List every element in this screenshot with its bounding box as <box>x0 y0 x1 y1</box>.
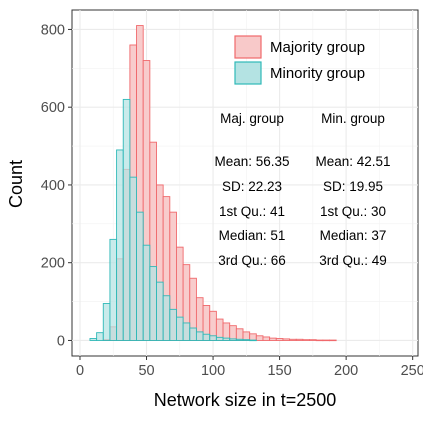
histogram-bar <box>269 337 277 341</box>
histogram-bar <box>235 338 244 341</box>
stats-mean-majority: Mean: 56.35 <box>214 154 289 169</box>
histogram-bar <box>149 266 157 341</box>
histogram-bar <box>242 339 251 341</box>
summary-stats-table: Maj. group Min. group Mean: 56.35 Mean: … <box>214 111 390 268</box>
stats-mean-minority: Mean: 42.51 <box>315 154 390 169</box>
legend: Majority group Minority group <box>234 35 365 85</box>
histogram-bar <box>255 335 264 341</box>
x-tick-label: 250 <box>401 363 423 379</box>
histogram-bar <box>229 338 237 341</box>
stats-sd-minority: SD: 19.95 <box>323 179 383 194</box>
stats-q1-majority: 1st Qu.: 41 <box>219 204 285 219</box>
histogram-bar <box>189 327 197 341</box>
histogram-bar <box>142 244 151 341</box>
histogram-bar <box>249 333 257 341</box>
histogram-bar <box>209 335 217 341</box>
histogram-bar <box>289 338 297 341</box>
histogram-bar <box>322 339 330 342</box>
histogram-bar <box>275 338 284 341</box>
histogram-bars <box>89 25 337 342</box>
histogram-bar <box>182 322 191 341</box>
x-tick-label: 200 <box>334 363 358 379</box>
histogram-bar <box>282 338 291 341</box>
x-axis-title: Network size in t=2500 <box>154 390 337 410</box>
histogram-bar <box>235 328 244 341</box>
histogram-bar <box>156 281 164 341</box>
y-tick-label: 0 <box>57 333 65 349</box>
histogram-bar <box>329 339 337 342</box>
legend-key-majority <box>234 35 262 59</box>
histogram-bar <box>222 337 231 341</box>
histogram-bar <box>315 339 324 342</box>
y-tick-label: 600 <box>41 100 65 116</box>
x-tick-label: 150 <box>267 363 291 379</box>
histogram-bar <box>109 238 118 341</box>
histogram-bar <box>262 336 271 341</box>
y-tick-label: 800 <box>41 22 65 38</box>
histogram-bar <box>295 338 304 341</box>
histogram-bar <box>202 333 211 341</box>
histogram-bar <box>89 338 98 341</box>
series-minority <box>89 98 257 342</box>
legend-key-minority <box>234 61 262 85</box>
stats-sd-majority: SD: 22.23 <box>222 179 282 194</box>
y-tick-label: 200 <box>41 256 65 272</box>
stats-median-majority: Median: 51 <box>219 228 286 243</box>
histogram-bar <box>122 98 131 341</box>
x-tick-label: 0 <box>76 363 84 379</box>
histogram-bar <box>102 303 111 341</box>
histogram-bar <box>229 325 237 341</box>
stats-header-minority: Min. group <box>321 111 385 126</box>
legend-label-minority: Minority group <box>270 65 365 82</box>
histogram-bar <box>249 339 257 342</box>
histogram-bar <box>129 176 137 341</box>
histogram-bar <box>195 331 204 341</box>
stats-header-majority: Maj. group <box>220 111 284 126</box>
histogram-bar <box>215 336 224 341</box>
histogram-bar <box>242 331 251 341</box>
histogram-bar <box>162 295 171 341</box>
stats-q3-majority: 3rd Qu.: 66 <box>218 253 286 268</box>
histogram-bar <box>96 332 104 341</box>
legend-label-majority: Majority group <box>270 39 365 56</box>
histogram-bar <box>309 339 317 341</box>
stats-q3-minority: 3rd Qu.: 49 <box>319 253 387 268</box>
x-tick-label: 100 <box>201 363 225 379</box>
histogram-bar <box>169 308 177 341</box>
x-tick-label: 50 <box>138 363 154 379</box>
histogram-bar <box>116 149 124 341</box>
y-tick-label: 400 <box>41 178 65 194</box>
axes: 0 50 100 150 200 250 0 200 400 600 800 <box>41 22 423 379</box>
histogram-bar <box>136 211 144 341</box>
stats-q1-minority: 1st Qu.: 30 <box>320 204 386 219</box>
histogram-bar <box>176 316 184 341</box>
stats-median-minority: Median: 37 <box>320 228 387 243</box>
histogram-bar <box>302 339 310 341</box>
y-axis-title: Count <box>6 160 26 208</box>
